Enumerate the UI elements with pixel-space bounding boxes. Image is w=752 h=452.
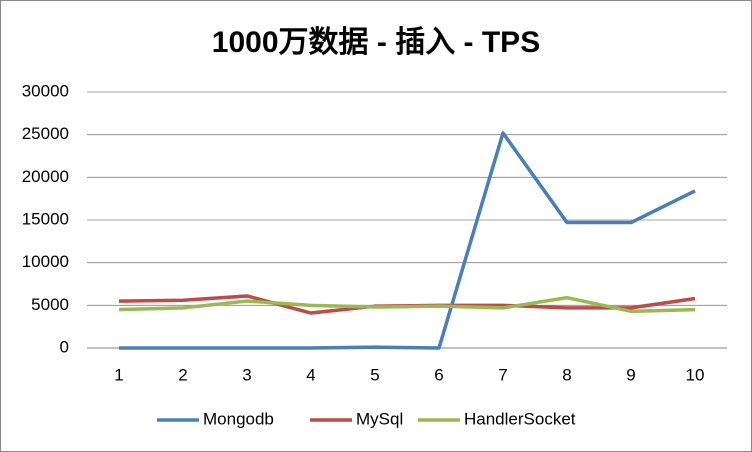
x-tick-label: 1 bbox=[114, 365, 123, 384]
series-line bbox=[118, 295, 696, 314]
x-tick-label: 7 bbox=[498, 365, 507, 384]
x-tick-label: 2 bbox=[178, 365, 187, 384]
x-tick-label: 6 bbox=[434, 365, 443, 384]
x-tick-label: 10 bbox=[686, 365, 705, 384]
x-tick-label: 3 bbox=[242, 365, 251, 384]
y-tick-label: 20000 bbox=[22, 167, 69, 186]
legend-label: MySql bbox=[356, 409, 403, 428]
legend-label: HandlerSocket bbox=[464, 409, 576, 428]
x-tick-label: 4 bbox=[306, 365, 315, 384]
y-tick-label: 30000 bbox=[22, 81, 69, 100]
y-tick-label: 25000 bbox=[22, 124, 69, 143]
y-tick-label: 0 bbox=[60, 337, 69, 356]
y-tick-label: 5000 bbox=[31, 295, 69, 314]
chart-title: 1000万数据 - 插入 - TPS bbox=[212, 26, 540, 59]
x-tick-label: 9 bbox=[626, 365, 635, 384]
y-tick-label: 15000 bbox=[22, 209, 69, 228]
x-tick-label: 8 bbox=[562, 365, 571, 384]
series-line bbox=[119, 131, 696, 350]
legend-label: Mongodb bbox=[203, 409, 274, 428]
y-tick-label: 10000 bbox=[22, 252, 69, 271]
x-tick-label: 5 bbox=[370, 365, 379, 384]
